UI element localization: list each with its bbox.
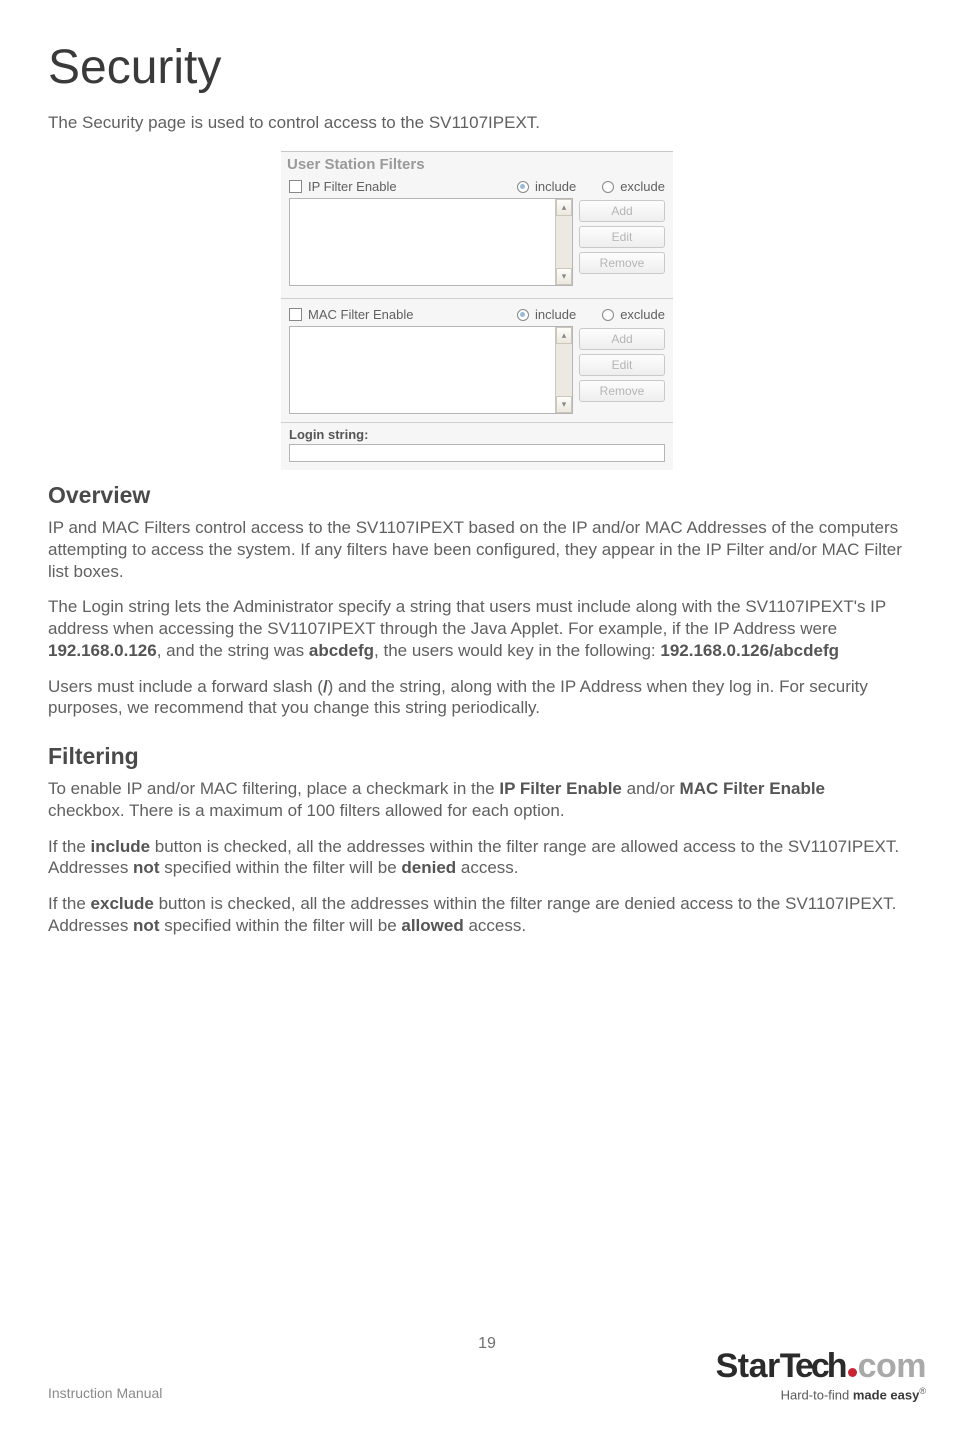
ip-filter-enable-term: IP Filter Enable <box>499 779 622 798</box>
scroll-up-icon[interactable]: ▴ <box>556 327 572 344</box>
string-example: abcdefg <box>309 641 374 660</box>
text: If the <box>48 894 91 913</box>
login-string-input[interactable] <box>289 444 665 462</box>
logo-tech: Tech <box>780 1349 845 1383</box>
mac-exclude-label: exclude <box>620 307 665 322</box>
mac-include-label: include <box>535 307 576 322</box>
scroll-down-icon[interactable]: ▾ <box>556 396 572 413</box>
mac-filter-block: MAC Filter Enable include exclude ▴ ▾ Ad… <box>281 303 673 422</box>
manual-label: Instruction Manual <box>48 1385 162 1401</box>
text: access. <box>456 858 518 877</box>
tagline-a: Hard-to-find <box>781 1387 853 1402</box>
text: specified within the filter will be <box>159 916 401 935</box>
panel-title: User Station Filters <box>281 152 673 175</box>
ip-include-label: include <box>535 179 576 194</box>
logo-star: Star <box>716 1349 780 1383</box>
include-term: include <box>91 837 151 856</box>
mac-exclude-radio[interactable] <box>602 309 614 321</box>
ip-exclude-radio[interactable] <box>602 181 614 193</box>
overview-p2: The Login string lets the Administrator … <box>48 596 906 661</box>
logo-com: com <box>858 1349 926 1383</box>
ip-include-radio[interactable] <box>517 181 529 193</box>
login-string-label: Login string: <box>289 427 665 442</box>
ip-example: 192.168.0.126 <box>48 641 157 660</box>
text: , the users would key in the following: <box>374 641 660 660</box>
scroll-up-icon[interactable]: ▴ <box>556 199 572 216</box>
mac-remove-button[interactable]: Remove <box>579 380 665 402</box>
exclude-term: exclude <box>91 894 154 913</box>
ip-filter-block: IP Filter Enable include exclude ▴ ▾ Add… <box>281 175 673 294</box>
ip-remove-button[interactable]: Remove <box>579 252 665 274</box>
ip-add-button[interactable]: Add <box>579 200 665 222</box>
page-footer: Instruction Manual 19 StarTechcom Hard-t… <box>48 1349 926 1401</box>
mac-filter-enable-term: MAC Filter Enable <box>680 779 825 798</box>
overview-p3: Users must include a forward slash (/) a… <box>48 676 906 720</box>
denied-term: denied <box>401 858 456 877</box>
mac-filter-listbox[interactable]: ▴ ▾ <box>289 326 573 414</box>
ip-filter-enable-label: IP Filter Enable <box>308 179 511 194</box>
overview-p1: IP and MAC Filters control access to the… <box>48 517 906 582</box>
mac-filter-enable-label: MAC Filter Enable <box>308 307 511 322</box>
text: specified within the filter will be <box>159 858 401 877</box>
text: To enable IP and/or MAC filtering, place… <box>48 779 499 798</box>
ip-filter-enable-checkbox[interactable] <box>289 180 302 193</box>
logo-tagline: Hard-to-find made easy® <box>716 1387 926 1401</box>
not-term: not <box>133 858 159 877</box>
tagline-b: made easy <box>853 1387 920 1402</box>
page-number: 19 <box>478 1335 496 1353</box>
logo-dot-icon <box>848 1368 857 1377</box>
overview-heading: Overview <box>48 482 906 509</box>
text: If the <box>48 837 91 856</box>
text: and/or <box>622 779 680 798</box>
ip-list-scrollbar[interactable]: ▴ ▾ <box>555 199 572 285</box>
ip-filter-listbox[interactable]: ▴ ▾ <box>289 198 573 286</box>
full-example: 192.168.0.126/abcdefg <box>660 641 839 660</box>
mac-filter-enable-checkbox[interactable] <box>289 308 302 321</box>
allowed-term: allowed <box>401 916 463 935</box>
page-title: Security <box>48 40 906 95</box>
scroll-down-icon[interactable]: ▾ <box>556 268 572 285</box>
text: The Login string lets the Administrator … <box>48 597 886 638</box>
mac-list-scrollbar[interactable]: ▴ ▾ <box>555 327 572 413</box>
filtering-heading: Filtering <box>48 743 906 770</box>
filtering-p3: If the exclude button is checked, all th… <box>48 893 906 937</box>
text: Users must include a forward slash ( <box>48 677 323 696</box>
user-station-filters-screenshot: User Station Filters IP Filter Enable in… <box>281 151 673 470</box>
text: , and the string was <box>157 641 309 660</box>
intro-text: The Security page is used to control acc… <box>48 113 906 133</box>
startech-logo: StarTechcom Hard-to-find made easy® <box>716 1349 926 1401</box>
registered-icon: ® <box>919 1386 926 1396</box>
filtering-p2: If the include button is checked, all th… <box>48 836 906 880</box>
text: access. <box>464 916 526 935</box>
mac-include-radio[interactable] <box>517 309 529 321</box>
mac-edit-button[interactable]: Edit <box>579 354 665 376</box>
not-term: not <box>133 916 159 935</box>
filtering-p1: To enable IP and/or MAC filtering, place… <box>48 778 906 822</box>
mac-add-button[interactable]: Add <box>579 328 665 350</box>
ip-exclude-label: exclude <box>620 179 665 194</box>
ip-edit-button[interactable]: Edit <box>579 226 665 248</box>
text: checkbox. There is a maximum of 100 filt… <box>48 801 565 820</box>
